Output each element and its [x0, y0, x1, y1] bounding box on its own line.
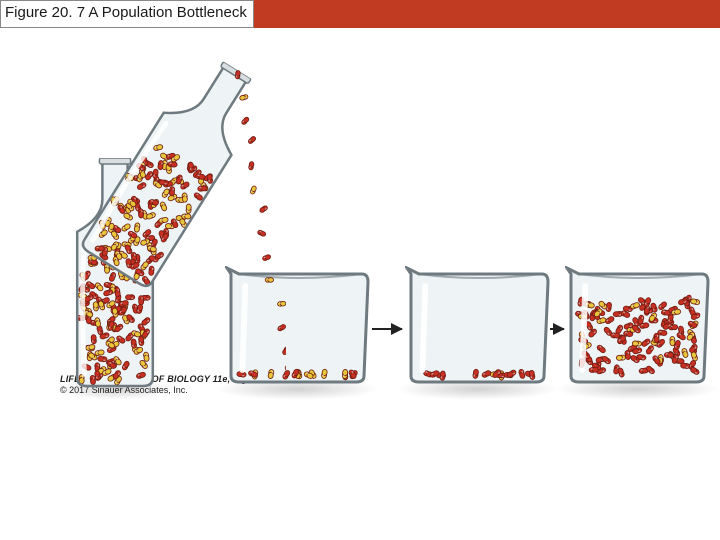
arrow-icon	[550, 328, 564, 330]
header-fill	[254, 0, 720, 28]
beaker-3	[565, 266, 710, 384]
arrow-icon	[372, 328, 402, 330]
figure-header: Figure 20. 7 A Population Bottleneck	[0, 0, 720, 28]
diagram-stage: LIFE: THE SCIENCE OF BIOLOGY 11e, Figure…	[0, 28, 720, 508]
figure-label: Figure 20. 7 A Population Bottleneck	[0, 0, 254, 28]
pour-stream	[226, 67, 286, 387]
beaker-2	[405, 266, 550, 384]
